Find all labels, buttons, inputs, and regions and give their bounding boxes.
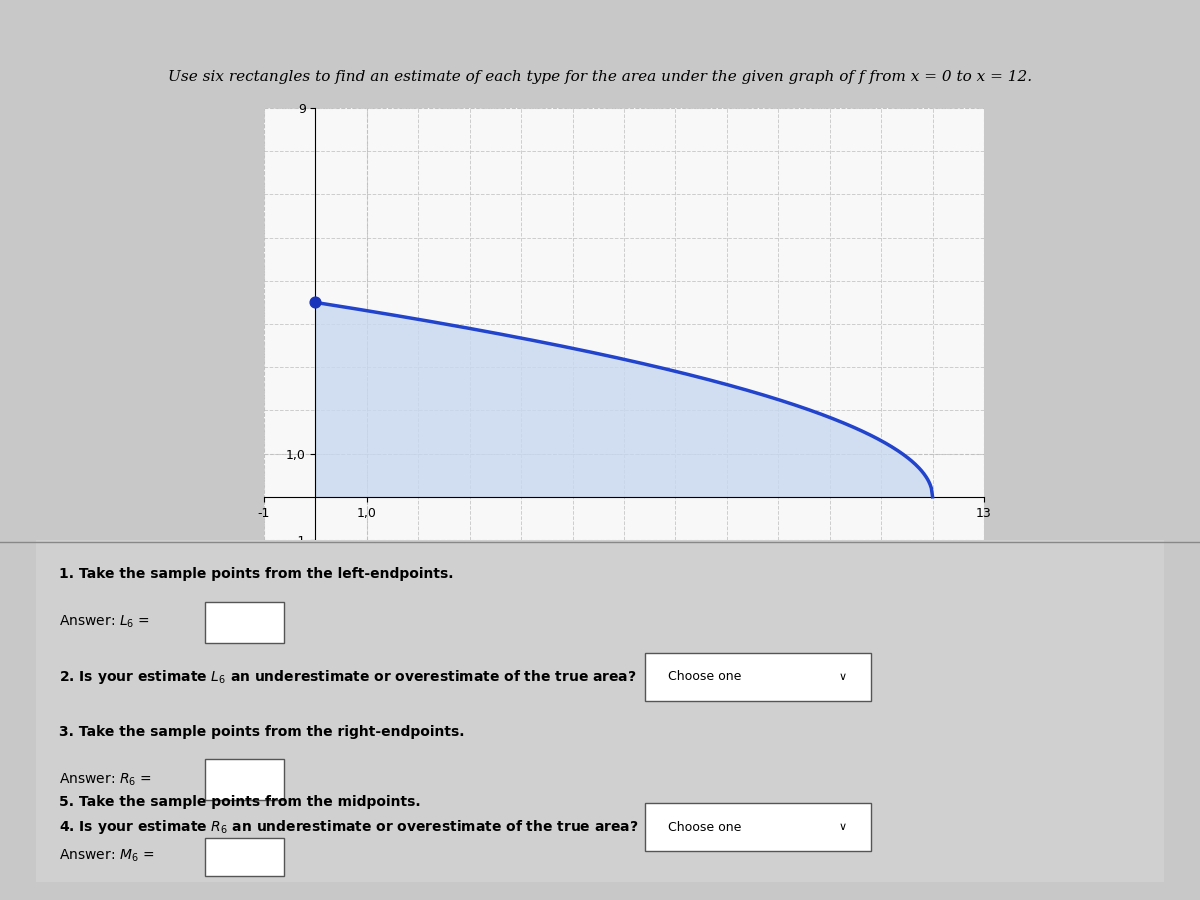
Point <box>306 295 325 310</box>
FancyBboxPatch shape <box>646 652 871 701</box>
FancyBboxPatch shape <box>646 804 871 851</box>
Text: Use six rectangles to find an estimate of each type for the area under the given: Use six rectangles to find an estimate o… <box>168 69 1032 84</box>
FancyBboxPatch shape <box>36 540 1164 882</box>
Text: Answer: $R_6$ =: Answer: $R_6$ = <box>59 771 151 788</box>
Text: 3. Take the sample points from the right-endpoints.: 3. Take the sample points from the right… <box>59 724 464 739</box>
Text: Choose one: Choose one <box>667 670 742 683</box>
Text: Choose one: Choose one <box>667 821 742 833</box>
Text: 4. Is your estimate $R_6$ an underestimate or overestimate of the true area?: 4. Is your estimate $R_6$ an underestima… <box>59 818 638 836</box>
FancyBboxPatch shape <box>205 838 284 876</box>
Text: ∨: ∨ <box>839 823 846 832</box>
FancyBboxPatch shape <box>205 601 284 643</box>
Text: Answer: $M_6$ =: Answer: $M_6$ = <box>59 848 154 864</box>
FancyBboxPatch shape <box>205 759 284 800</box>
Text: ∨: ∨ <box>839 671 846 682</box>
Text: Answer: $L_6$ =: Answer: $L_6$ = <box>59 614 150 630</box>
Text: 2. Is your estimate $L_6$ an underestimate or overestimate of the true area?: 2. Is your estimate $L_6$ an underestima… <box>59 668 636 686</box>
Text: 5. Take the sample points from the midpoints.: 5. Take the sample points from the midpo… <box>59 795 420 809</box>
Text: 1. Take the sample points from the left-endpoints.: 1. Take the sample points from the left-… <box>59 567 454 581</box>
